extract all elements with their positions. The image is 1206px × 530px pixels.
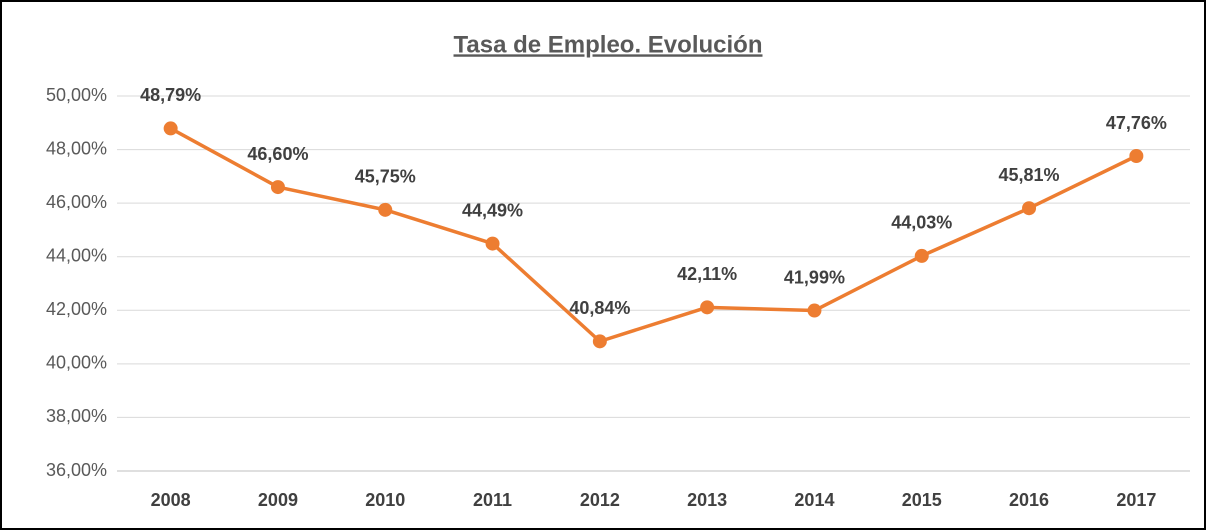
x-tick-label: 2015 — [902, 490, 942, 510]
y-tick-label: 40,00% — [46, 353, 107, 373]
data-label: 47,76% — [1106, 113, 1167, 133]
data-point — [700, 300, 715, 315]
data-point — [378, 202, 393, 217]
x-tick-label: 2008 — [151, 490, 191, 510]
data-label: 42,11% — [677, 264, 737, 284]
data-point — [1022, 201, 1037, 216]
data-label: 46,60% — [247, 144, 308, 164]
x-tick-label: 2010 — [365, 490, 405, 510]
y-tick-label: 38,00% — [46, 406, 107, 426]
x-tick-label: 2012 — [580, 490, 620, 510]
x-tick-label: 2009 — [258, 490, 298, 510]
data-point — [270, 180, 285, 195]
data-label: 44,03% — [891, 213, 952, 233]
data-label: 41,99% — [784, 267, 845, 287]
data-point — [914, 248, 929, 263]
y-tick-label: 36,00% — [46, 460, 107, 480]
y-tick-label: 44,00% — [46, 245, 107, 265]
series-line — [169, 126, 1138, 344]
x-tick-label: 2011 — [473, 490, 512, 510]
chart-title: Tasa de Empleo. Evolución — [454, 31, 763, 58]
x-tick-label: 2016 — [1009, 490, 1049, 510]
data-point — [592, 334, 607, 349]
data-point — [163, 121, 178, 136]
data-label: 48,79% — [140, 85, 201, 105]
y-tick-label: 42,00% — [46, 299, 107, 319]
y-tick-label: 46,00% — [46, 192, 107, 212]
x-tick-label: 2017 — [1116, 490, 1156, 510]
x-tick-label: 2013 — [687, 490, 727, 510]
x-tick-label: 2014 — [794, 490, 834, 510]
data-point — [807, 303, 822, 318]
y-tick-label: 48,00% — [46, 138, 107, 158]
y-tick-label: 50,00% — [46, 85, 107, 105]
data-point — [1129, 149, 1144, 163]
data-label: 40,84% — [569, 298, 630, 318]
data-point — [485, 236, 500, 251]
data-label: 44,49% — [462, 200, 523, 220]
data-label: 45,81% — [999, 165, 1060, 185]
data-label: 45,75% — [355, 167, 416, 187]
